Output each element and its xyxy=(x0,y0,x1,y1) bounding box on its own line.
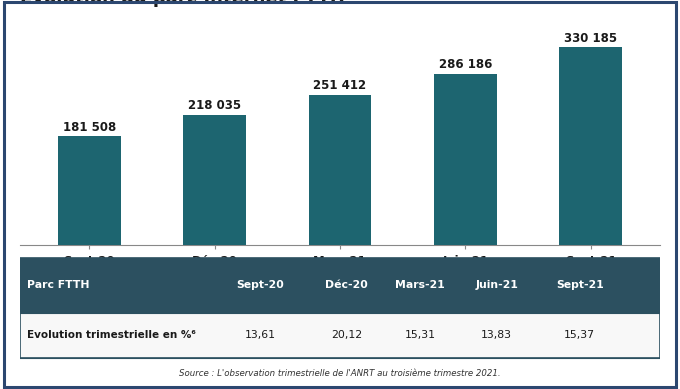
Text: 20,12: 20,12 xyxy=(331,330,362,340)
Text: 286 186: 286 186 xyxy=(439,58,492,72)
Text: Sept-21: Sept-21 xyxy=(556,280,604,290)
Bar xyxy=(434,74,496,245)
Text: Déc-20: Déc-20 xyxy=(325,280,368,290)
Text: 13,83: 13,83 xyxy=(481,330,512,340)
Text: Evolution du parc Internet FTTH: Evolution du parc Internet FTTH xyxy=(20,0,345,7)
Text: Juin-21: Juin-21 xyxy=(475,280,518,290)
Text: 15,31: 15,31 xyxy=(405,330,435,340)
Text: 251 412: 251 412 xyxy=(313,79,367,92)
Bar xyxy=(20,258,660,358)
Text: 13,61: 13,61 xyxy=(245,330,275,340)
Text: 15,37: 15,37 xyxy=(564,330,595,340)
Bar xyxy=(184,115,246,245)
Text: Parc FTTH: Parc FTTH xyxy=(27,280,89,290)
Text: 218 035: 218 035 xyxy=(188,99,241,112)
Text: 330 185: 330 185 xyxy=(564,32,617,45)
Bar xyxy=(20,313,660,358)
Text: Source : L'observation trimestrielle de l'ANRT au troisième trimestre 2021.: Source : L'observation trimestrielle de … xyxy=(180,368,500,378)
Text: Evolution trimestrielle en %⁶: Evolution trimestrielle en %⁶ xyxy=(27,330,196,340)
Text: Sept-20: Sept-20 xyxy=(236,280,284,290)
Text: 181 508: 181 508 xyxy=(63,121,116,134)
Bar xyxy=(58,137,120,245)
Text: Mars-21: Mars-21 xyxy=(395,280,445,290)
Bar xyxy=(560,47,622,245)
Bar xyxy=(20,258,660,313)
Bar xyxy=(309,95,371,245)
